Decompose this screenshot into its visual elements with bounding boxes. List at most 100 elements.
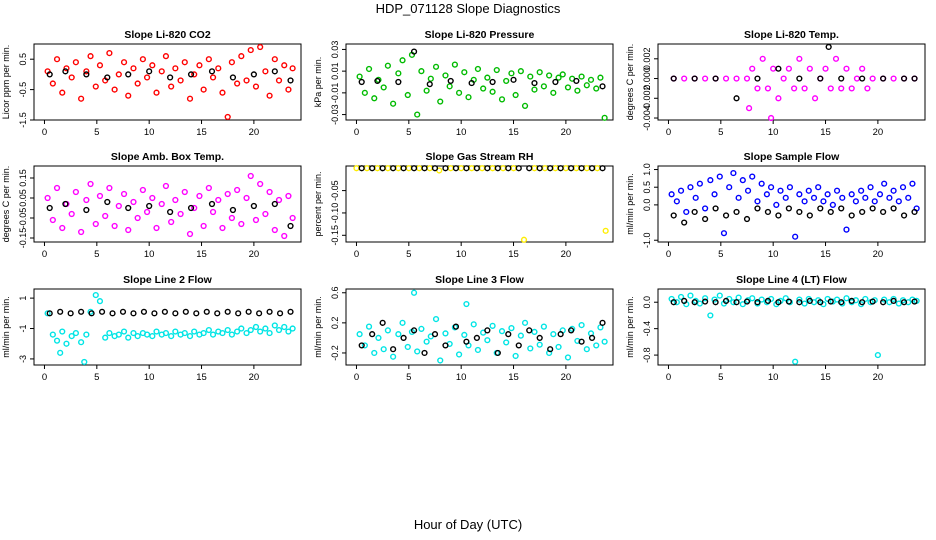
data-point	[63, 65, 70, 72]
data-point	[414, 111, 421, 118]
data-point	[162, 53, 170, 60]
data-point-black	[578, 165, 585, 172]
data-point-black	[557, 165, 564, 172]
data-point	[726, 184, 733, 191]
data-point	[859, 65, 866, 72]
data-point-black	[62, 200, 69, 208]
y-tick-label: -0.01	[330, 83, 340, 104]
data-point	[59, 328, 66, 335]
data-point	[158, 200, 165, 208]
data-point	[72, 329, 79, 337]
data-point	[716, 292, 723, 299]
data-point	[371, 349, 378, 357]
data-point	[773, 201, 780, 208]
data-point-black	[229, 74, 237, 81]
data-point	[673, 299, 680, 306]
data-point-black	[869, 298, 876, 305]
x-tick-label: 5	[94, 127, 99, 138]
data-point-black	[890, 297, 897, 304]
data-point	[418, 68, 425, 75]
data-point-black	[431, 165, 439, 172]
data-point	[87, 53, 94, 60]
data-point	[767, 184, 775, 191]
data-point	[562, 165, 569, 172]
data-point	[153, 89, 160, 96]
data-point	[754, 198, 761, 205]
data-point-black	[547, 165, 554, 172]
x-tick-label: 0	[42, 249, 47, 260]
data-point-black	[515, 165, 522, 172]
data-point	[186, 95, 194, 102]
y-tick-label: -0.03	[330, 104, 340, 125]
data-point-black	[838, 205, 845, 212]
x-tick-label: 15	[820, 372, 831, 383]
data-point	[134, 333, 141, 340]
data-point	[205, 56, 212, 63]
x-tick-label: 15	[820, 249, 831, 260]
data-point	[238, 325, 245, 332]
data-point	[380, 346, 387, 353]
x-tick-label: 0	[666, 372, 671, 383]
data-point	[876, 191, 884, 198]
data-point	[209, 331, 217, 338]
data-point	[125, 334, 132, 341]
chart-panel-2: Slope Li-820 Pressure 0 5 10 15 20 -0.03-0.01 0…	[313, 29, 614, 138]
y-tick-label: -3	[18, 355, 28, 363]
data-point	[848, 191, 855, 198]
data-point	[702, 75, 709, 82]
data-point	[909, 180, 916, 187]
data-point	[474, 65, 482, 73]
data-point	[285, 86, 292, 93]
data-point	[744, 187, 752, 194]
x-tick-label: 0	[666, 249, 671, 260]
data-point	[470, 321, 477, 328]
data-point	[805, 187, 812, 194]
x-tick-label: 10	[456, 372, 467, 383]
data-point	[749, 65, 756, 72]
data-point-black	[722, 297, 730, 304]
data-point-black	[510, 76, 517, 83]
data-point	[759, 55, 766, 62]
y-tick-label: -0.15	[18, 228, 28, 249]
data-point	[564, 354, 572, 361]
data-point	[503, 77, 510, 85]
data-point	[257, 43, 264, 51]
data-point-black	[796, 75, 803, 82]
data-point	[749, 173, 756, 180]
data-point	[780, 75, 787, 82]
plot-frame	[33, 288, 302, 366]
data-point	[858, 187, 865, 194]
data-point	[68, 333, 75, 340]
chart-panel-5: Slope Gas Stream RH 0 5 10 15 20 -0.15-0.10 -0.…	[313, 151, 614, 260]
data-point	[512, 352, 519, 360]
data-point-black	[817, 205, 824, 212]
chart-panel-8: Slope Line 3 Flow 0 5 10 15 20 -0.2 0.2 0.6 ml/mi…	[313, 274, 614, 383]
data-point	[395, 165, 402, 172]
data-point-black	[557, 331, 564, 338]
plot-frame	[345, 288, 614, 366]
data-point	[120, 59, 128, 66]
data-point	[895, 198, 902, 205]
x-tick-label: 15	[196, 372, 207, 383]
data-point	[447, 165, 454, 172]
data-point	[521, 102, 529, 109]
data-point	[687, 184, 694, 191]
data-point	[677, 187, 685, 194]
data-point	[130, 65, 137, 72]
data-point	[243, 329, 250, 337]
data-point	[583, 165, 590, 172]
data-point-black	[712, 299, 719, 306]
data-point	[824, 191, 831, 198]
y-axis-label: percent per min.	[313, 171, 323, 236]
data-point	[234, 328, 241, 335]
data-point-black	[494, 349, 501, 357]
data-point	[162, 329, 170, 337]
chart-title: Slope Line 3 Flow	[435, 274, 525, 286]
data-point	[833, 296, 841, 303]
data-point-black	[599, 165, 606, 172]
data-point-black	[775, 212, 782, 219]
data-point-black	[764, 297, 772, 304]
y-tick-label: -0.2	[330, 345, 340, 361]
data-point	[130, 198, 137, 206]
data-point	[44, 194, 51, 202]
